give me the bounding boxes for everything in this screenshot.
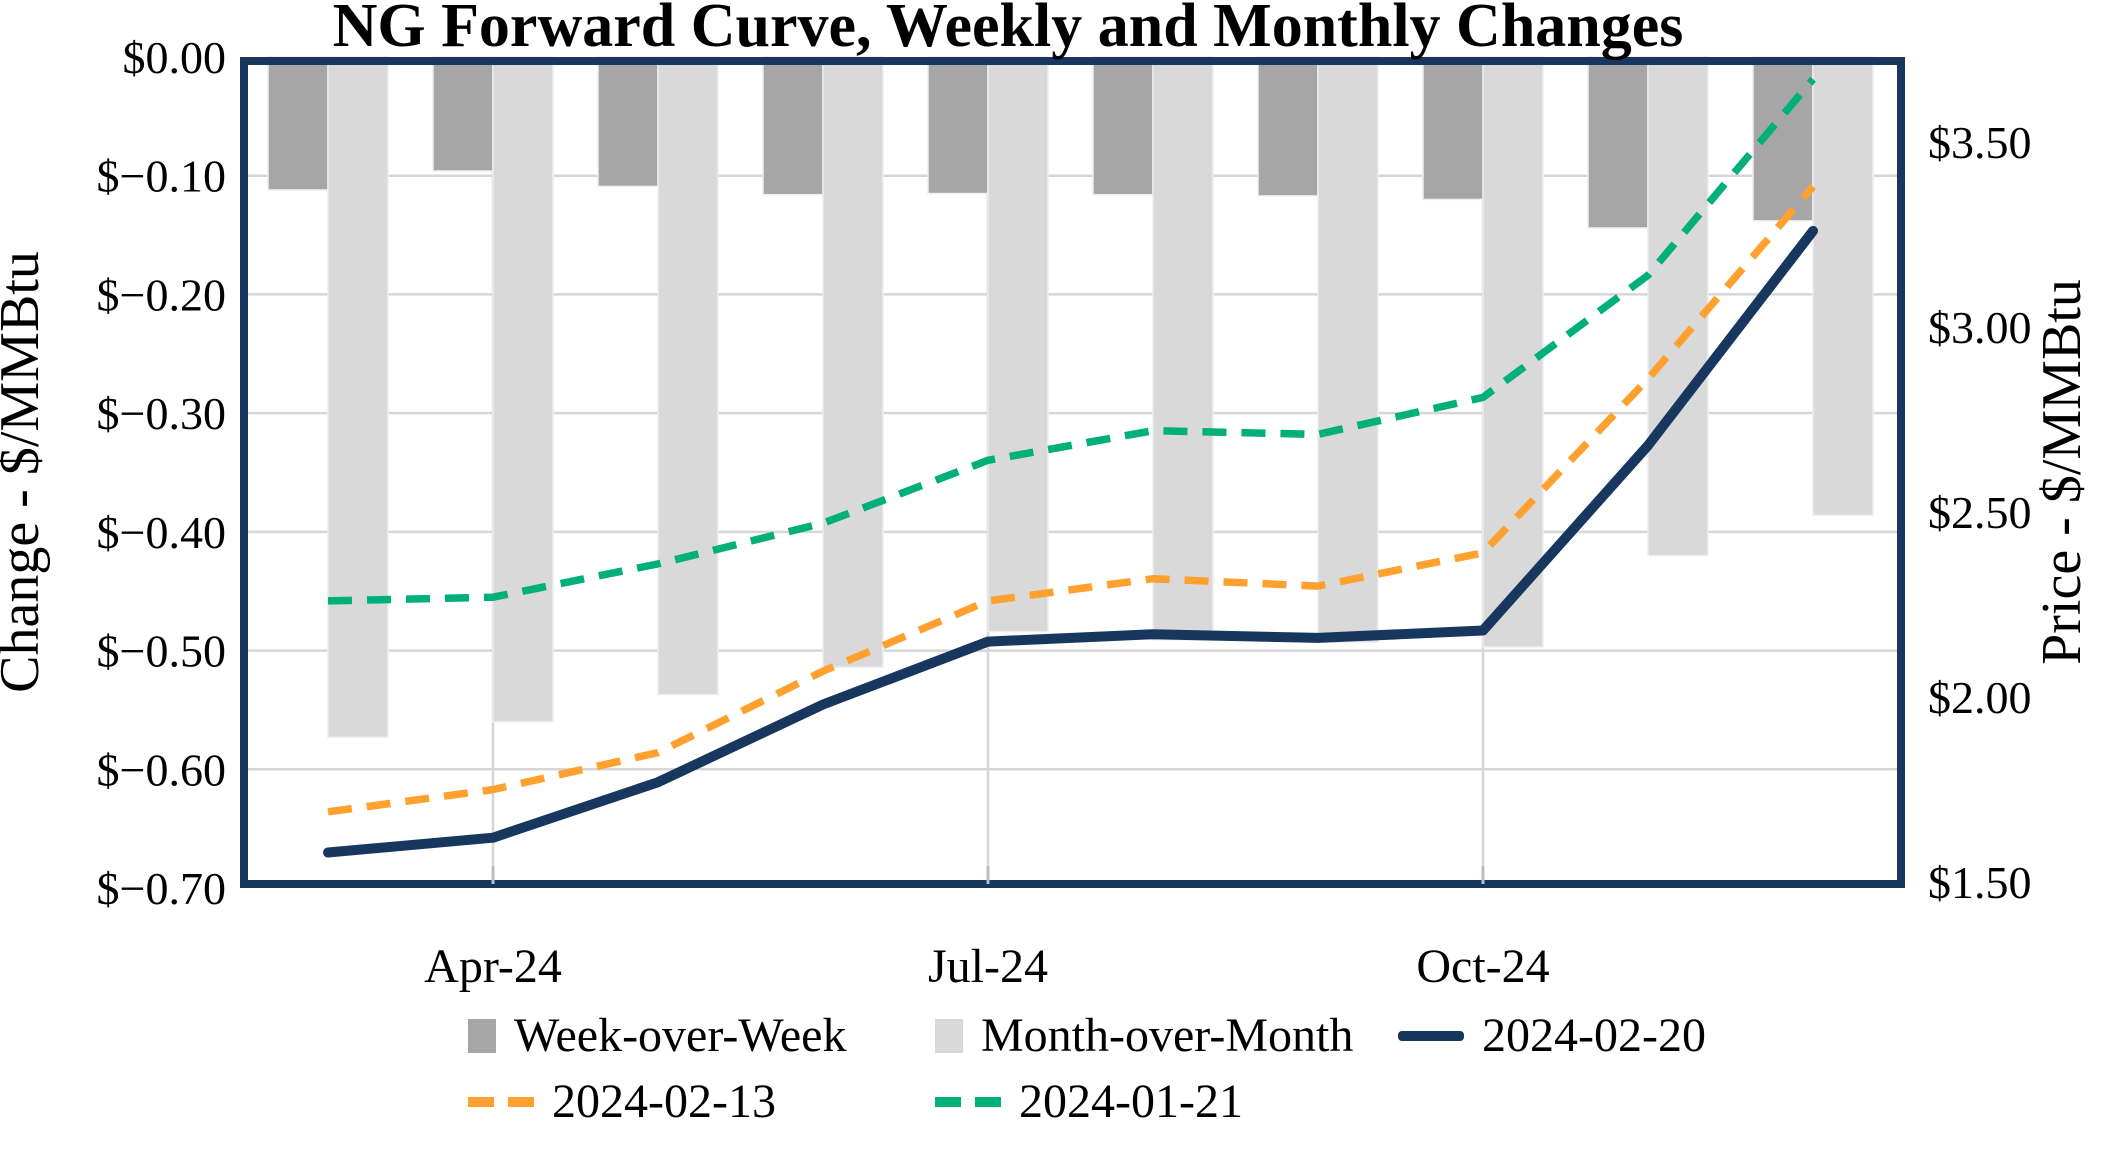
mom-bar	[1812, 56, 1874, 516]
left-tick-label: $−0.70	[97, 863, 226, 914]
left-tick-label: $−0.30	[97, 388, 226, 439]
legend-label: 2024-02-13	[552, 1075, 776, 1128]
mom-bar	[1317, 56, 1379, 644]
mom-bar	[1152, 56, 1214, 641]
x-tick-label: Jul-24	[928, 940, 1048, 993]
line-series-group	[323, 76, 1818, 858]
legend-item-2024-01-21: 2024-01-21	[935, 1074, 1243, 1129]
wow-bar	[1587, 56, 1649, 229]
mom-bar	[1482, 56, 1544, 648]
right-axis-title: Price - $/MMBtu	[2031, 279, 2093, 665]
mom-bar	[987, 56, 1049, 633]
dashed-line-swatch-icon	[468, 1096, 534, 1107]
wow-bar	[762, 56, 824, 196]
wow-bar	[1257, 56, 1319, 197]
right-axis-tick-labels: $3.50 $3.00 $2.50 $2.00 $1.50	[1928, 117, 2032, 908]
x-tick-label: Oct-24	[1416, 940, 1549, 993]
month-over-month-swatch-icon	[935, 1018, 963, 1053]
mom-bar	[822, 56, 884, 668]
mom-bar	[1647, 56, 1709, 557]
left-tick-label: $−0.10	[97, 151, 226, 202]
wow-bar	[927, 56, 989, 195]
right-tick-label: $2.50	[1928, 487, 2032, 538]
chart-title: NG Forward Curve, Weekly and Monthly Cha…	[333, 0, 1684, 60]
series-line-2024-01-21	[327, 76, 1816, 605]
left-tick-label: $−0.60	[97, 744, 226, 795]
series-line-2024-02-20	[323, 225, 1818, 858]
plot-border	[240, 57, 1905, 888]
right-tick-label: $3.50	[1928, 117, 2032, 168]
legend-item-2024-02-13: 2024-02-13	[468, 1074, 776, 1129]
right-tick-label: $1.50	[1928, 857, 2032, 908]
right-tick-label: $3.00	[1928, 302, 2032, 353]
mom-bar	[327, 56, 389, 738]
solid-line-swatch-icon	[1398, 1030, 1464, 1041]
wow-bar	[597, 56, 659, 188]
mom-bar	[492, 56, 554, 723]
week-over-week-swatch-icon	[468, 1018, 496, 1053]
legend-item-week-over-week: Week-over-Week	[468, 1008, 846, 1063]
mom-bar	[657, 56, 719, 696]
legend-item-2024-02-20: 2024-02-20	[1398, 1008, 1706, 1063]
legend-item-month-over-month: Month-over-Month	[935, 1008, 1353, 1063]
wow-bar	[1422, 56, 1484, 201]
left-axis-tick-labels: $0.00 $−0.10 $−0.20 $−0.30 $−0.40 $−0.50 $−0.6…	[97, 32, 226, 914]
wow-bar	[267, 56, 329, 191]
legend-label: Week-over-Week	[514, 1009, 847, 1062]
right-tick-label: $2.00	[1928, 672, 2032, 723]
x-axis-tick-labels: Apr-24 Jul-24 Oct-24	[424, 866, 1550, 993]
dashed-line-swatch-icon	[935, 1096, 1001, 1107]
left-tick-label: $0.00	[123, 32, 227, 83]
left-tick-label: $−0.20	[97, 269, 226, 320]
bar-series-group	[267, 56, 1874, 738]
left-tick-label: $−0.50	[97, 626, 226, 677]
legend-label: Month-over-Month	[981, 1009, 1354, 1062]
legend-label: 2024-02-20	[1482, 1009, 1706, 1062]
wow-bar	[1092, 56, 1154, 196]
left-tick-label: $−0.40	[97, 507, 226, 558]
x-tick-label: Apr-24	[424, 940, 562, 993]
legend-label: 2024-01-21	[1019, 1075, 1243, 1128]
left-axis-title: Change - $/MMBtu	[0, 251, 51, 693]
wow-bar	[432, 56, 494, 172]
series-line-2024-02-13	[327, 184, 1816, 816]
